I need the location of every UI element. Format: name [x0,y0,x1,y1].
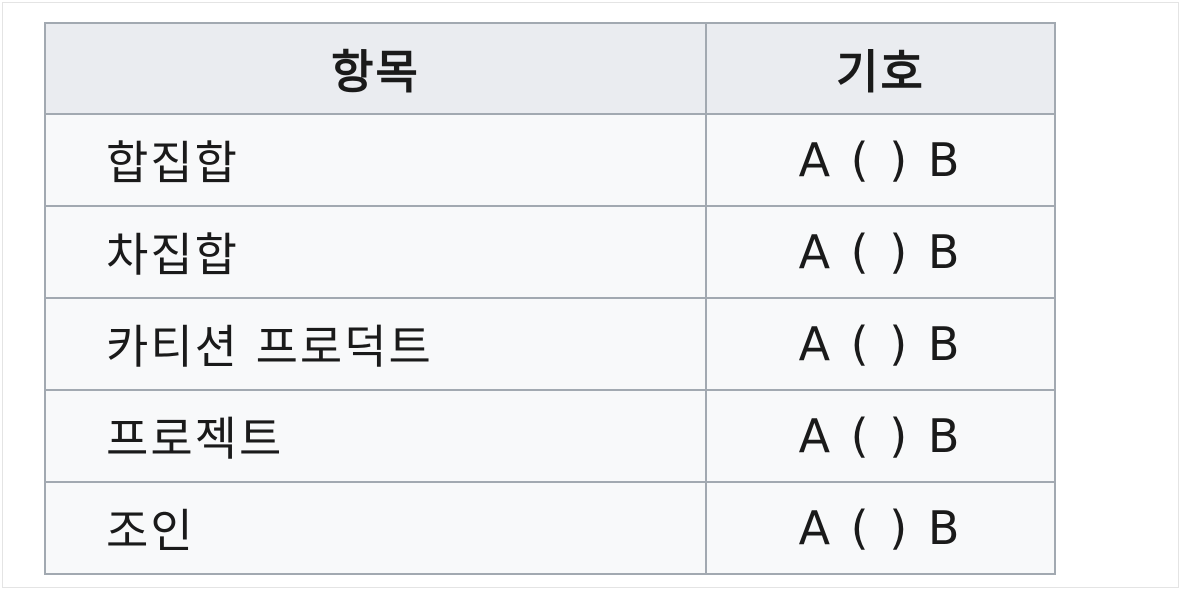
operations-symbol-table: 항목 기호 합집합 A ( ) B 차집합 A ( ) B 카티션 프로덕트 A… [44,22,1056,575]
row-symbol-cell: A ( ) B [705,113,1056,207]
row-item-cell: 프로젝트 [44,389,707,483]
row-item-cell: 조인 [44,481,707,575]
table-row: 차집합 A ( ) B [44,205,1056,299]
row-item-cell: 합집합 [44,113,707,207]
table-row: 프로젝트 A ( ) B [44,389,1056,483]
row-symbol-cell: A ( ) B [705,297,1056,391]
row-symbol-cell: A ( ) B [705,389,1056,483]
table-row: 카티션 프로덕트 A ( ) B [44,297,1056,391]
row-item-cell: 차집합 [44,205,707,299]
header-item: 항목 [44,22,707,115]
row-symbol-cell: A ( ) B [705,481,1056,575]
row-item-cell: 카티션 프로덕트 [44,297,707,391]
table-header-row: 항목 기호 [44,22,1056,115]
header-symbol: 기호 [705,22,1056,115]
table-row: 합집합 A ( ) B [44,113,1056,207]
table-row: 조인 A ( ) B [44,481,1056,575]
row-symbol-cell: A ( ) B [705,205,1056,299]
